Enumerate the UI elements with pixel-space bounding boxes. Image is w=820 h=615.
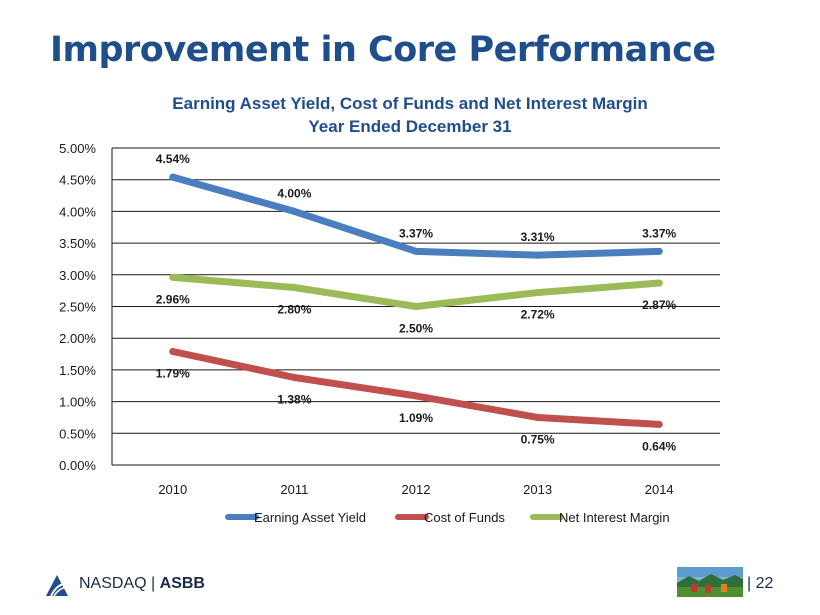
y-tick-label: 1.50% <box>59 363 96 378</box>
data-label: 4.00% <box>277 186 311 200</box>
data-label: 0.64% <box>642 439 676 453</box>
data-point <box>169 173 177 181</box>
y-tick-label: 4.50% <box>59 173 96 188</box>
y-tick-label: 3.00% <box>59 268 96 283</box>
data-label: 2.72% <box>521 308 555 322</box>
x-tick-label: 2014 <box>645 482 674 497</box>
series-line-2 <box>169 273 663 310</box>
data-point <box>412 303 420 310</box>
data-point <box>290 283 298 291</box>
y-tick-label: 2.00% <box>59 331 96 346</box>
data-label: 2.87% <box>642 298 676 312</box>
legend-label: Cost of Funds <box>424 510 505 525</box>
legend-label: Net Interest Margin <box>559 510 670 525</box>
data-label: 1.38% <box>277 393 311 407</box>
x-tick-label: 2010 <box>158 482 187 497</box>
data-point <box>169 273 177 281</box>
data-point <box>655 420 663 428</box>
chart-subtitle: Year Ended December 31 <box>308 117 512 136</box>
y-tick-label: 3.50% <box>59 236 96 251</box>
x-tick-label: 2013 <box>523 482 552 497</box>
data-point <box>290 374 298 382</box>
footer-ticker: NASDAQ | ASBB <box>79 575 205 593</box>
data-point <box>655 279 663 287</box>
page-number: | 22 <box>747 575 774 592</box>
data-point <box>534 251 542 259</box>
y-tick-label: 2.50% <box>59 300 96 315</box>
data-label: 3.37% <box>399 226 433 240</box>
chart-title: Earning Asset Yield, Cost of Funds and N… <box>172 94 648 113</box>
data-point <box>655 247 663 255</box>
data-label: 3.37% <box>642 226 676 240</box>
bank-logo-icon <box>46 575 68 597</box>
x-tick-label: 2012 <box>402 482 431 497</box>
data-point <box>412 392 420 400</box>
data-label: 4.54% <box>156 152 190 166</box>
data-label: 1.09% <box>399 411 433 425</box>
landscape-photo <box>677 567 743 597</box>
data-label: 2.96% <box>156 292 190 306</box>
data-label: 0.75% <box>521 432 555 446</box>
data-point <box>534 289 542 297</box>
data-point <box>290 207 298 215</box>
x-tick-label: 2011 <box>280 482 308 497</box>
data-label: 2.80% <box>277 302 311 316</box>
data-point <box>534 413 542 421</box>
legend-label: Earning Asset Yield <box>254 510 366 525</box>
footer-exchange: NASDAQ <box>79 575 147 592</box>
data-label: 1.79% <box>156 367 190 381</box>
slide-title: Improvement in Core Performance <box>50 30 716 70</box>
y-tick-label: 5.00% <box>59 141 96 156</box>
y-tick-label: 4.00% <box>59 204 96 219</box>
footer-separator: | <box>151 575 156 592</box>
y-tick-label: 1.00% <box>59 395 96 410</box>
data-point <box>412 247 420 255</box>
y-tick-label: 0.50% <box>59 426 96 441</box>
data-label: 3.31% <box>521 230 555 244</box>
y-tick-label: 0.00% <box>59 458 96 473</box>
data-point <box>169 348 177 356</box>
footer-ticker-symbol: ASBB <box>159 575 205 592</box>
data-label: 2.50% <box>399 322 433 336</box>
